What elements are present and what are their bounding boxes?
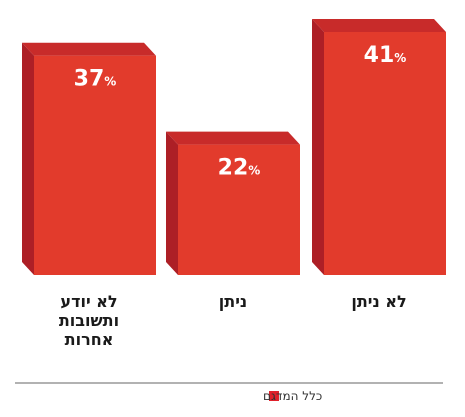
bar: [324, 32, 446, 275]
bar-value-label: 22%: [218, 156, 261, 181]
bar-group: 22%: [166, 131, 300, 275]
bar-side-face: [166, 131, 178, 275]
legend-label: כלל המדגם: [263, 389, 322, 403]
bar: [178, 144, 300, 275]
bar-group: 41%: [312, 19, 446, 275]
bar-side-face: [312, 19, 324, 275]
category-labels: לא יודע ותשובות אחרות ניתן לא ניתן: [59, 292, 407, 349]
bar-top-face: [166, 131, 300, 145]
legend: כלל המדגם: [263, 389, 322, 403]
category-label: ניתן: [219, 292, 247, 311]
bar-group: 37%: [22, 42, 156, 275]
bar-value-label: 37%: [74, 67, 117, 92]
bar: [34, 55, 156, 275]
bars-layer: 37% 22% 41%: [22, 19, 446, 275]
category-label: לא ניתן: [351, 292, 406, 311]
bar-side-face: [22, 42, 34, 275]
category-label: לא יודע ותשובות אחרות: [59, 292, 119, 349]
bar-value-label: 41%: [364, 43, 407, 68]
legend-swatch: [269, 391, 279, 401]
bar-top-face: [312, 19, 446, 32]
bar-top-face: [22, 42, 156, 56]
